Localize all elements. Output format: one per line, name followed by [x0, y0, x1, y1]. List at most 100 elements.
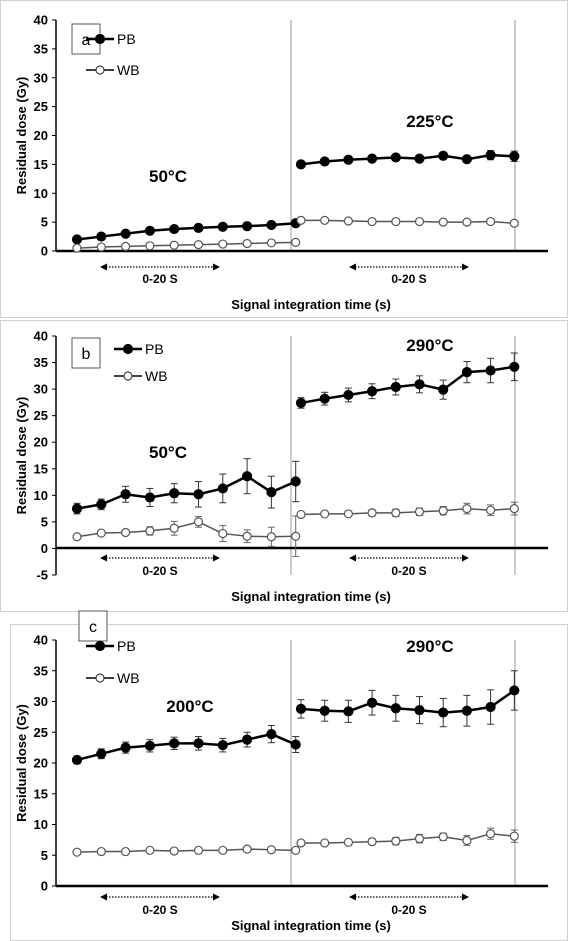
- data-point-wb: [320, 838, 330, 848]
- temperature-label: 50°C: [149, 443, 187, 462]
- data-point-wb: [120, 846, 131, 857]
- data-point-wb: [367, 216, 377, 227]
- window-arrow-right-head: [462, 893, 469, 901]
- temperature-label: 200°C: [166, 697, 213, 716]
- data-point-wb: [145, 526, 155, 536]
- data-point-wb: [218, 528, 228, 539]
- data-point-pb: [414, 705, 425, 716]
- panel-frame: [10, 624, 568, 941]
- data-point-pb: [217, 221, 228, 232]
- y-tick-label: 40: [34, 633, 48, 648]
- data-point-pb: [120, 489, 131, 500]
- legend-marker: [94, 33, 106, 45]
- y-tick-label: 25: [34, 725, 48, 740]
- data-point-wb: [145, 845, 155, 855]
- data-point-pb: [144, 225, 155, 236]
- y-tick-label: 0: [41, 541, 48, 556]
- legend-label: WB: [145, 368, 168, 384]
- data-point-wb: [72, 532, 82, 542]
- data-point-wb: [486, 505, 496, 515]
- data-point-wb: [462, 835, 472, 846]
- data-point-wb: [218, 239, 228, 249]
- data-point-pb: [120, 228, 131, 239]
- y-axis-label: Residual dose (Gy): [14, 704, 29, 822]
- data-point-pb: [290, 476, 301, 487]
- data-point-wb: [391, 216, 401, 227]
- data-point-wb: [296, 215, 306, 225]
- data-point-pb: [367, 153, 378, 164]
- y-tick-label: 20: [34, 435, 48, 450]
- data-point-wb: [367, 837, 377, 847]
- data-point-pb: [390, 381, 401, 393]
- data-point-wb: [218, 845, 228, 855]
- x-axis-label: Signal integration time (s): [231, 589, 391, 604]
- data-point-pb: [169, 223, 180, 235]
- legend-label: WB: [117, 62, 140, 78]
- data-point-wb: [391, 836, 401, 846]
- data-point-wb: [320, 215, 330, 225]
- window-arrow-right-head: [213, 263, 220, 271]
- y-tick-label: 25: [34, 408, 48, 423]
- legend-label: PB: [117, 31, 136, 47]
- window-arrow-left-head: [100, 554, 107, 562]
- data-point-wb: [414, 834, 425, 844]
- panel-label: c: [89, 619, 97, 636]
- series-line-wb: [76, 521, 296, 538]
- legend-label: PB: [145, 341, 164, 357]
- data-point-wb: [72, 243, 82, 253]
- window-arrow-left-head: [349, 554, 356, 562]
- series-line-wb: [76, 241, 296, 249]
- legend-marker: [122, 343, 134, 355]
- data-point-pb: [343, 154, 354, 165]
- data-point-pb: [390, 152, 401, 163]
- data-point-wb: [120, 527, 131, 538]
- y-tick-label: 5: [41, 514, 48, 529]
- data-point-wb: [438, 832, 448, 842]
- data-point-pb: [461, 705, 472, 716]
- legend-marker: [123, 371, 133, 381]
- y-axis-label: Residual dose (Gy): [14, 397, 29, 515]
- data-point-wb: [266, 238, 276, 248]
- data-point-pb: [266, 219, 277, 231]
- y-tick-label: 15: [34, 786, 48, 801]
- y-tick-label: -5: [36, 568, 48, 583]
- data-point-wb: [120, 241, 131, 251]
- data-point-wb: [291, 845, 301, 855]
- data-point-pb: [217, 740, 228, 751]
- data-point-pb: [485, 365, 496, 376]
- data-point-wb: [343, 509, 353, 519]
- legend-marker: [95, 65, 105, 75]
- data-point-pb: [319, 393, 330, 404]
- series-line-pb: [300, 689, 516, 714]
- data-point-wb: [296, 838, 306, 848]
- data-point-pb: [509, 685, 520, 696]
- y-tick-label: 20: [34, 128, 48, 143]
- panel-label-box: [78, 610, 108, 642]
- y-tick-label: 35: [34, 355, 48, 370]
- data-point-pb: [295, 397, 307, 409]
- data-point-pb: [438, 384, 449, 395]
- y-tick-label: 15: [34, 461, 48, 476]
- y-tick-label: 40: [34, 329, 48, 344]
- y-tick-label: 10: [34, 488, 48, 503]
- window-arrow-left-head: [100, 263, 107, 271]
- window-arrow-left-head: [100, 893, 107, 901]
- data-point-pb: [120, 742, 131, 753]
- series-line-wb: [301, 832, 515, 844]
- data-point-wb: [266, 845, 276, 855]
- data-point-pb: [343, 389, 354, 401]
- data-point-wb: [414, 216, 425, 227]
- data-point-pb: [461, 154, 472, 165]
- data-point-wb: [486, 829, 496, 839]
- data-point-wb: [72, 847, 82, 857]
- data-point-pb: [217, 483, 228, 494]
- series-line-pb: [76, 474, 297, 510]
- window-arrow-right-head: [213, 554, 220, 562]
- window-label: 0-20 S: [391, 272, 426, 286]
- data-point-pb: [193, 738, 204, 749]
- data-point-pb: [367, 697, 378, 708]
- data-point-wb: [96, 846, 106, 857]
- data-point-pb: [242, 471, 253, 482]
- y-tick-label: 20: [34, 756, 48, 771]
